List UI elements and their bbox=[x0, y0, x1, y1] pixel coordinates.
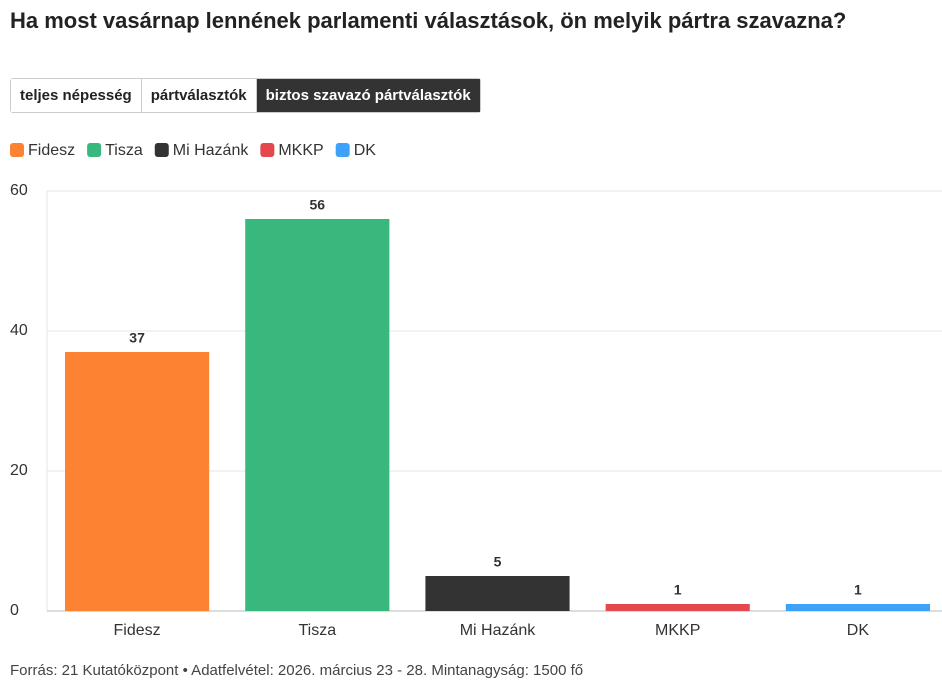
bar bbox=[425, 576, 570, 611]
legend-swatch bbox=[154, 143, 169, 157]
x-tick-label: Mi Hazánk bbox=[460, 622, 537, 639]
chart: Fidesz Tisza Mi Hazánk MKKP DK 0 20 40 60 Fidesz 3… bbox=[10, 142, 942, 639]
y-tick-label: 20 bbox=[10, 462, 28, 479]
legend-label: Mi Hazánk bbox=[173, 142, 250, 159]
legend-label: Tisza bbox=[105, 142, 143, 159]
value-label: 1 bbox=[674, 582, 682, 598]
legend-swatch bbox=[335, 143, 350, 157]
title: Ha most vasárnap lennének parlamenti vál… bbox=[10, 8, 847, 33]
tab-group: teljes népesség pártválasztók biztos szava… bbox=[10, 78, 481, 113]
tab[interactable]: biztos szavazó pártválasztók bbox=[256, 79, 480, 112]
source: Forrás: 21 Kutatóközpont • Adatfelvétel:… bbox=[10, 662, 584, 679]
bar bbox=[785, 604, 930, 611]
value-label: 56 bbox=[310, 197, 326, 213]
value-label: 5 bbox=[494, 554, 502, 570]
bar bbox=[245, 219, 390, 611]
legend-swatch bbox=[87, 143, 102, 157]
bar bbox=[65, 352, 210, 611]
value-label: 37 bbox=[129, 330, 145, 346]
x-tick-label: DK bbox=[847, 622, 870, 639]
y-tick-label: 40 bbox=[10, 322, 28, 339]
tab[interactable]: teljes népesség bbox=[11, 79, 142, 112]
legend-swatch bbox=[10, 143, 24, 157]
bar bbox=[605, 604, 750, 611]
x-tick-label: Tisza bbox=[298, 622, 336, 639]
y-tick-label: 0 bbox=[10, 602, 19, 619]
value-label: 1 bbox=[854, 582, 862, 598]
legend-label: DK bbox=[354, 142, 377, 159]
x-tick-label: Fidesz bbox=[114, 622, 161, 639]
tab[interactable]: pártválasztók bbox=[141, 79, 257, 112]
legend-swatch bbox=[260, 143, 275, 157]
legend-label: Fidesz bbox=[28, 142, 75, 159]
x-tick-label: MKKP bbox=[655, 622, 700, 639]
legend-label: MKKP bbox=[278, 142, 323, 159]
y-tick-label: 60 bbox=[10, 182, 28, 199]
